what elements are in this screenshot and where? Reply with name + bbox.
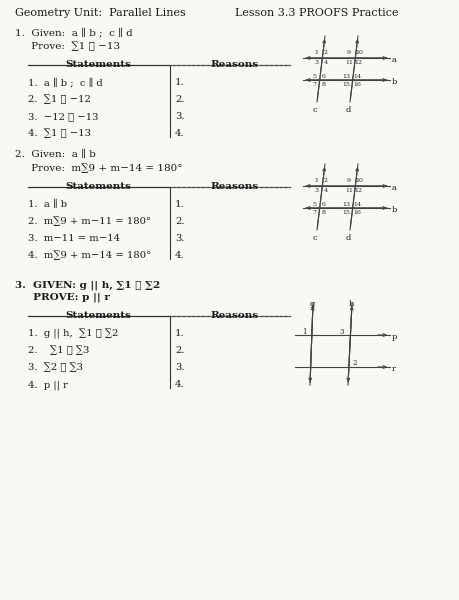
- Text: 5: 5: [312, 202, 316, 206]
- Text: PROVE: p || r: PROVE: p || r: [15, 293, 110, 302]
- Text: 2.: 2.: [174, 346, 184, 355]
- Text: Reasons: Reasons: [210, 60, 257, 69]
- Text: 8: 8: [321, 211, 325, 215]
- Text: 1.  a ∥ b ;  c ∥ d: 1. a ∥ b ; c ∥ d: [28, 78, 102, 88]
- Text: 3: 3: [314, 187, 318, 193]
- Text: 1.  a ∥ b: 1. a ∥ b: [28, 200, 67, 209]
- Text: 10: 10: [354, 50, 362, 55]
- Text: 2.  ∑1 ≅ −12: 2. ∑1 ≅ −12: [28, 95, 91, 104]
- Text: 7: 7: [312, 82, 316, 88]
- Text: Reasons: Reasons: [210, 182, 257, 191]
- Text: 3.: 3.: [174, 363, 184, 372]
- Text: 14: 14: [352, 73, 360, 79]
- Text: 11: 11: [344, 187, 352, 193]
- Text: 2: 2: [352, 359, 357, 367]
- Text: 3.: 3.: [174, 234, 184, 243]
- Text: 4.  p || r: 4. p || r: [28, 380, 68, 389]
- Text: c: c: [312, 106, 317, 114]
- Text: 3.  ∑2 ≅ ∑3: 3. ∑2 ≅ ∑3: [28, 363, 83, 373]
- Text: h: h: [348, 300, 353, 308]
- Text: 5: 5: [312, 73, 316, 79]
- Text: Statements: Statements: [65, 311, 131, 320]
- Text: 1.  g || h,  ∑1 ≅ ∑2: 1. g || h, ∑1 ≅ ∑2: [28, 329, 118, 339]
- Text: g: g: [309, 300, 315, 308]
- Text: 4.  ∑1 ≅ −13: 4. ∑1 ≅ −13: [28, 129, 91, 139]
- Text: 4.: 4.: [174, 251, 184, 260]
- Text: 2: 2: [323, 179, 327, 184]
- Text: 3.  GIVEN: g || h, ∑1 ≅ ∑2: 3. GIVEN: g || h, ∑1 ≅ ∑2: [15, 280, 160, 289]
- Text: d: d: [345, 234, 351, 242]
- Text: 3.  m−11 = m−14: 3. m−11 = m−14: [28, 234, 120, 243]
- Text: 13: 13: [341, 73, 349, 79]
- Text: a: a: [391, 184, 396, 192]
- Text: 10: 10: [354, 179, 362, 184]
- Text: 12: 12: [353, 187, 361, 193]
- Text: 3.  −12 ≅ −13: 3. −12 ≅ −13: [28, 112, 98, 121]
- Text: 9: 9: [346, 50, 350, 55]
- Text: 12: 12: [353, 59, 361, 64]
- Text: r: r: [391, 365, 395, 373]
- Text: 2.    ∑1 ≅ ∑3: 2. ∑1 ≅ ∑3: [28, 346, 89, 356]
- Text: 15: 15: [341, 82, 349, 88]
- Text: 1: 1: [301, 328, 306, 336]
- Text: Reasons: Reasons: [210, 311, 257, 320]
- Text: c: c: [312, 234, 317, 242]
- Text: 4.: 4.: [174, 380, 184, 389]
- Text: a: a: [391, 56, 396, 64]
- Text: Statements: Statements: [65, 182, 131, 191]
- Text: 9: 9: [346, 179, 350, 184]
- Text: 1.: 1.: [174, 200, 184, 209]
- Text: Prove:  ∑1 ≅ −13: Prove: ∑1 ≅ −13: [15, 42, 120, 52]
- Text: 2: 2: [323, 50, 327, 55]
- Text: 4: 4: [323, 59, 327, 64]
- Text: 3: 3: [339, 328, 343, 336]
- Text: Geometry Unit:  Parallel Lines: Geometry Unit: Parallel Lines: [15, 8, 185, 18]
- Text: 1: 1: [314, 179, 318, 184]
- Text: Lesson 3.3 PROOFS Practice: Lesson 3.3 PROOFS Practice: [235, 8, 397, 18]
- Text: p: p: [391, 333, 397, 341]
- Text: 1.: 1.: [174, 78, 184, 87]
- Text: 16: 16: [353, 211, 360, 215]
- Text: 2.: 2.: [174, 217, 184, 226]
- Text: 14: 14: [352, 202, 360, 206]
- Text: 7: 7: [312, 211, 316, 215]
- Text: 1.  Given:  a ∥ b ;  c ∥ d: 1. Given: a ∥ b ; c ∥ d: [15, 28, 133, 38]
- Text: 2.  m∑9 + m−11 = 180°: 2. m∑9 + m−11 = 180°: [28, 217, 151, 227]
- Text: 4.: 4.: [174, 129, 184, 138]
- Text: Statements: Statements: [65, 60, 131, 69]
- Text: 6: 6: [321, 73, 325, 79]
- Text: d: d: [345, 106, 351, 114]
- Text: Prove:  m∑9 + m−14 = 180°: Prove: m∑9 + m−14 = 180°: [15, 164, 182, 173]
- Text: 4: 4: [323, 187, 327, 193]
- Text: 3: 3: [314, 59, 318, 64]
- Text: 11: 11: [344, 59, 352, 64]
- Text: 16: 16: [353, 82, 360, 88]
- Text: 6: 6: [321, 202, 325, 206]
- Text: b: b: [391, 78, 397, 86]
- Text: 1: 1: [314, 50, 318, 55]
- Text: 2.  Given:  a ∥ b: 2. Given: a ∥ b: [15, 150, 95, 159]
- Text: 8: 8: [321, 82, 325, 88]
- Text: 1.: 1.: [174, 329, 184, 338]
- Text: 13: 13: [341, 202, 349, 206]
- Text: 4.  m∑9 + m−14 = 180°: 4. m∑9 + m−14 = 180°: [28, 251, 151, 260]
- Text: 2.: 2.: [174, 95, 184, 104]
- Text: 3.: 3.: [174, 112, 184, 121]
- Text: 15: 15: [341, 211, 349, 215]
- Text: b: b: [391, 206, 397, 214]
